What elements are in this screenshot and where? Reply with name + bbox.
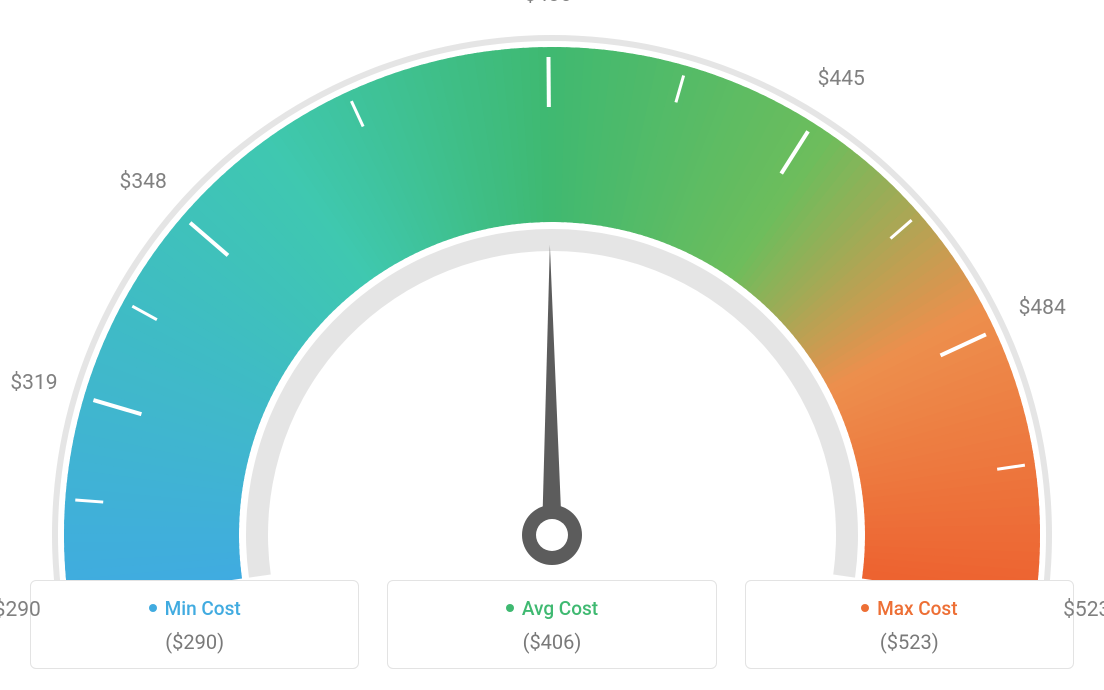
legend-card-min: Min Cost ($290) bbox=[30, 580, 359, 669]
gauge-svg bbox=[0, 0, 1104, 580]
legend-card-avg: Avg Cost ($406) bbox=[387, 580, 716, 669]
legend-min-value: ($290) bbox=[41, 630, 348, 654]
cost-gauge-chart: $290$319$348$406$445$484$523 bbox=[0, 0, 1104, 580]
legend-min-label: Min Cost bbox=[41, 597, 348, 620]
gauge-tick-label: $290 bbox=[0, 598, 41, 622]
gauge-tick-label: $348 bbox=[120, 170, 167, 194]
gauge-needle bbox=[542, 245, 562, 535]
legend-max-value: ($523) bbox=[756, 630, 1063, 654]
legend-max-label: Max Cost bbox=[756, 597, 1063, 620]
gauge-tick-minor bbox=[75, 500, 103, 502]
gauge-hub-hole bbox=[536, 519, 568, 551]
legend-card-max: Max Cost ($523) bbox=[745, 580, 1074, 669]
gauge-tick-label: $319 bbox=[10, 371, 57, 395]
gauge-tick-label: $445 bbox=[818, 67, 865, 91]
legend-avg-label: Avg Cost bbox=[398, 597, 705, 620]
gauge-tick-label: $406 bbox=[524, 0, 571, 7]
legend-row: Min Cost ($290) Avg Cost ($406) Max Cost… bbox=[0, 580, 1104, 669]
legend-avg-value: ($406) bbox=[398, 630, 705, 654]
gauge-tick-label: $484 bbox=[1019, 296, 1066, 320]
gauge-tick-label: $523 bbox=[1063, 598, 1104, 622]
